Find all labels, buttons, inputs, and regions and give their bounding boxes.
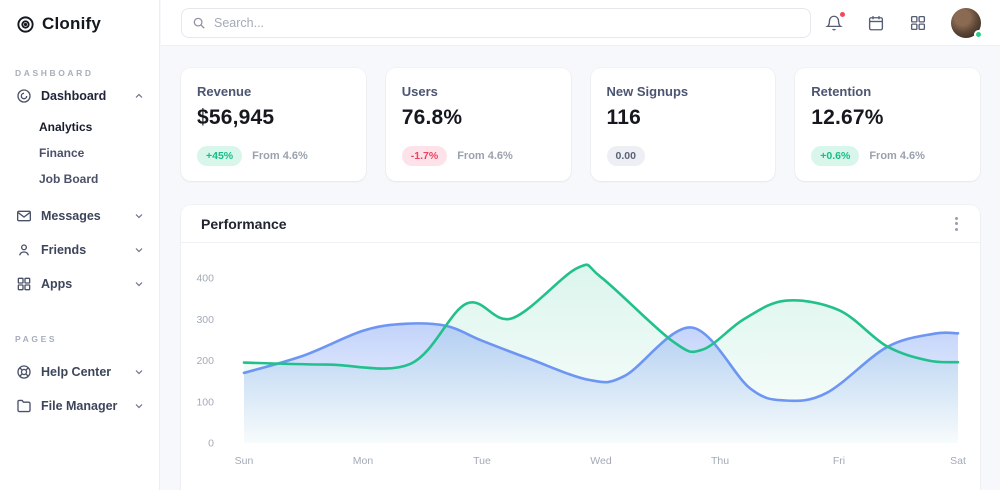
stat-card-new-signups[interactable]: New Signups 116 0.00 xyxy=(590,68,776,181)
card-value: 116 xyxy=(606,106,641,129)
card-title: New Signups xyxy=(606,84,689,99)
search-box[interactable] xyxy=(181,7,811,38)
stat-card-revenue[interactable]: Revenue $56,945 +45% From 4.6% xyxy=(181,68,366,181)
apps-launcher-button[interactable] xyxy=(909,14,927,32)
brand-logo-icon xyxy=(16,15,35,34)
chevron-up-icon xyxy=(133,90,145,102)
notification-dot xyxy=(839,10,846,18)
card-note: From 4.6% xyxy=(869,150,925,162)
card-title: Users xyxy=(401,84,438,99)
card-title: Revenue xyxy=(197,84,252,99)
y-axis-tick: 0 xyxy=(208,438,214,450)
chevron-down-icon xyxy=(133,366,145,378)
x-axis-label: Fri xyxy=(833,455,845,467)
x-axis-label: Tue xyxy=(473,455,491,467)
y-axis-tick: 100 xyxy=(196,396,214,408)
trend-badge: +45% xyxy=(197,146,243,166)
performance-chart: 400 300 200 100 0 Sun Mon Tue Wed Thu Fri Sat xyxy=(196,263,966,467)
sidebar-subitem-finance[interactable]: Finance xyxy=(39,146,85,160)
series-green-line xyxy=(242,263,960,370)
trend-badge: 0.00 xyxy=(606,146,645,166)
sidebar: Clonify DASHBOARD Dashboard Analytics Fi… xyxy=(0,0,160,490)
performance-panel: Performance 400 300 200 100 0 Sun Mon Tue Wed Thu… xyxy=(181,205,980,490)
main-area: Revenue $56,945 +45% From 4.6% Users 76.… xyxy=(161,0,1000,490)
bell-icon xyxy=(825,14,843,32)
trend-badge: -1.7% xyxy=(401,146,448,166)
chevron-down-icon xyxy=(133,400,145,412)
folder-icon xyxy=(16,398,32,414)
brand-name: Clonify xyxy=(42,14,102,33)
performance-panel-header: Performance xyxy=(181,205,980,243)
y-axis-tick: 300 xyxy=(196,314,214,326)
topbar-actions xyxy=(825,7,983,39)
sidebar-item-file-manager[interactable]: File Manager xyxy=(0,390,159,422)
series-blue-area xyxy=(244,323,958,443)
panel-title: Performance xyxy=(201,215,287,232)
performance-chart-area[interactable]: 400 300 200 100 0 Sun Mon Tue Wed Thu Fri Sat xyxy=(181,243,980,490)
chevron-down-icon xyxy=(133,244,145,256)
search-input[interactable] xyxy=(214,15,800,30)
notifications-button[interactable] xyxy=(825,10,846,32)
card-value: $56,945 xyxy=(197,106,275,129)
card-note: From 4.6% xyxy=(457,150,513,162)
chevron-down-icon xyxy=(133,278,145,290)
sidebar-subitem-job-board[interactable]: Job Board xyxy=(39,172,99,186)
y-axis-tick: 400 xyxy=(196,273,214,285)
online-status-dot xyxy=(974,29,983,39)
y-axis-tick: 200 xyxy=(196,355,214,367)
panel-menu-button[interactable] xyxy=(949,213,964,235)
user-menu[interactable] xyxy=(951,7,983,39)
dashboard-icon xyxy=(16,88,32,104)
person-icon xyxy=(16,242,32,258)
sidebar-item-dashboard[interactable]: Dashboard xyxy=(0,80,159,112)
chevron-down-icon xyxy=(133,210,145,222)
sidebar-item-messages[interactable]: Messages xyxy=(0,200,159,232)
card-note: From 4.6% xyxy=(252,150,308,162)
stat-card-users[interactable]: Users 76.8% -1.7% From 4.6% xyxy=(385,68,571,181)
brand[interactable]: Clonify xyxy=(0,0,159,34)
x-axis-label: Sun xyxy=(235,455,254,467)
calendar-icon xyxy=(867,14,885,32)
card-value: 12.67% xyxy=(811,106,884,129)
card-value: 76.8% xyxy=(401,106,463,129)
sidebar-item-friends[interactable]: Friends xyxy=(0,234,159,266)
x-axis-label: Wed xyxy=(590,455,612,467)
stat-cards: Revenue $56,945 +45% From 4.6% Users 76.… xyxy=(181,68,980,181)
sidebar-subitem-analytics[interactable]: Analytics xyxy=(39,120,93,134)
topbar xyxy=(161,0,1000,46)
content: Revenue $56,945 +45% From 4.6% Users 76.… xyxy=(161,46,1000,490)
sidebar-item-help-center[interactable]: Help Center xyxy=(0,356,159,388)
grid-icon xyxy=(16,276,32,292)
sidebar-item-apps[interactable]: Apps xyxy=(0,268,159,300)
dashboard-submenu: Analytics Finance Job Board xyxy=(0,112,159,198)
envelope-icon xyxy=(16,208,32,224)
series-blue-line xyxy=(242,322,960,403)
sidebar-section-pages: PAGES xyxy=(15,334,58,344)
x-axis-label: Thu xyxy=(711,455,729,467)
x-axis-label: Mon xyxy=(353,455,374,467)
calendar-button[interactable] xyxy=(867,14,885,32)
stat-card-retention[interactable]: Retention 12.67% +0.6% From 4.6% xyxy=(795,68,980,181)
trend-badge: +0.6% xyxy=(811,146,860,166)
app-grid-icon xyxy=(909,14,927,32)
search-icon xyxy=(192,16,206,30)
x-axis-label: Sat xyxy=(950,455,966,467)
lifebuoy-icon xyxy=(16,364,32,380)
sidebar-section-dashboard: DASHBOARD xyxy=(15,68,94,78)
card-title: Retention xyxy=(811,84,872,99)
